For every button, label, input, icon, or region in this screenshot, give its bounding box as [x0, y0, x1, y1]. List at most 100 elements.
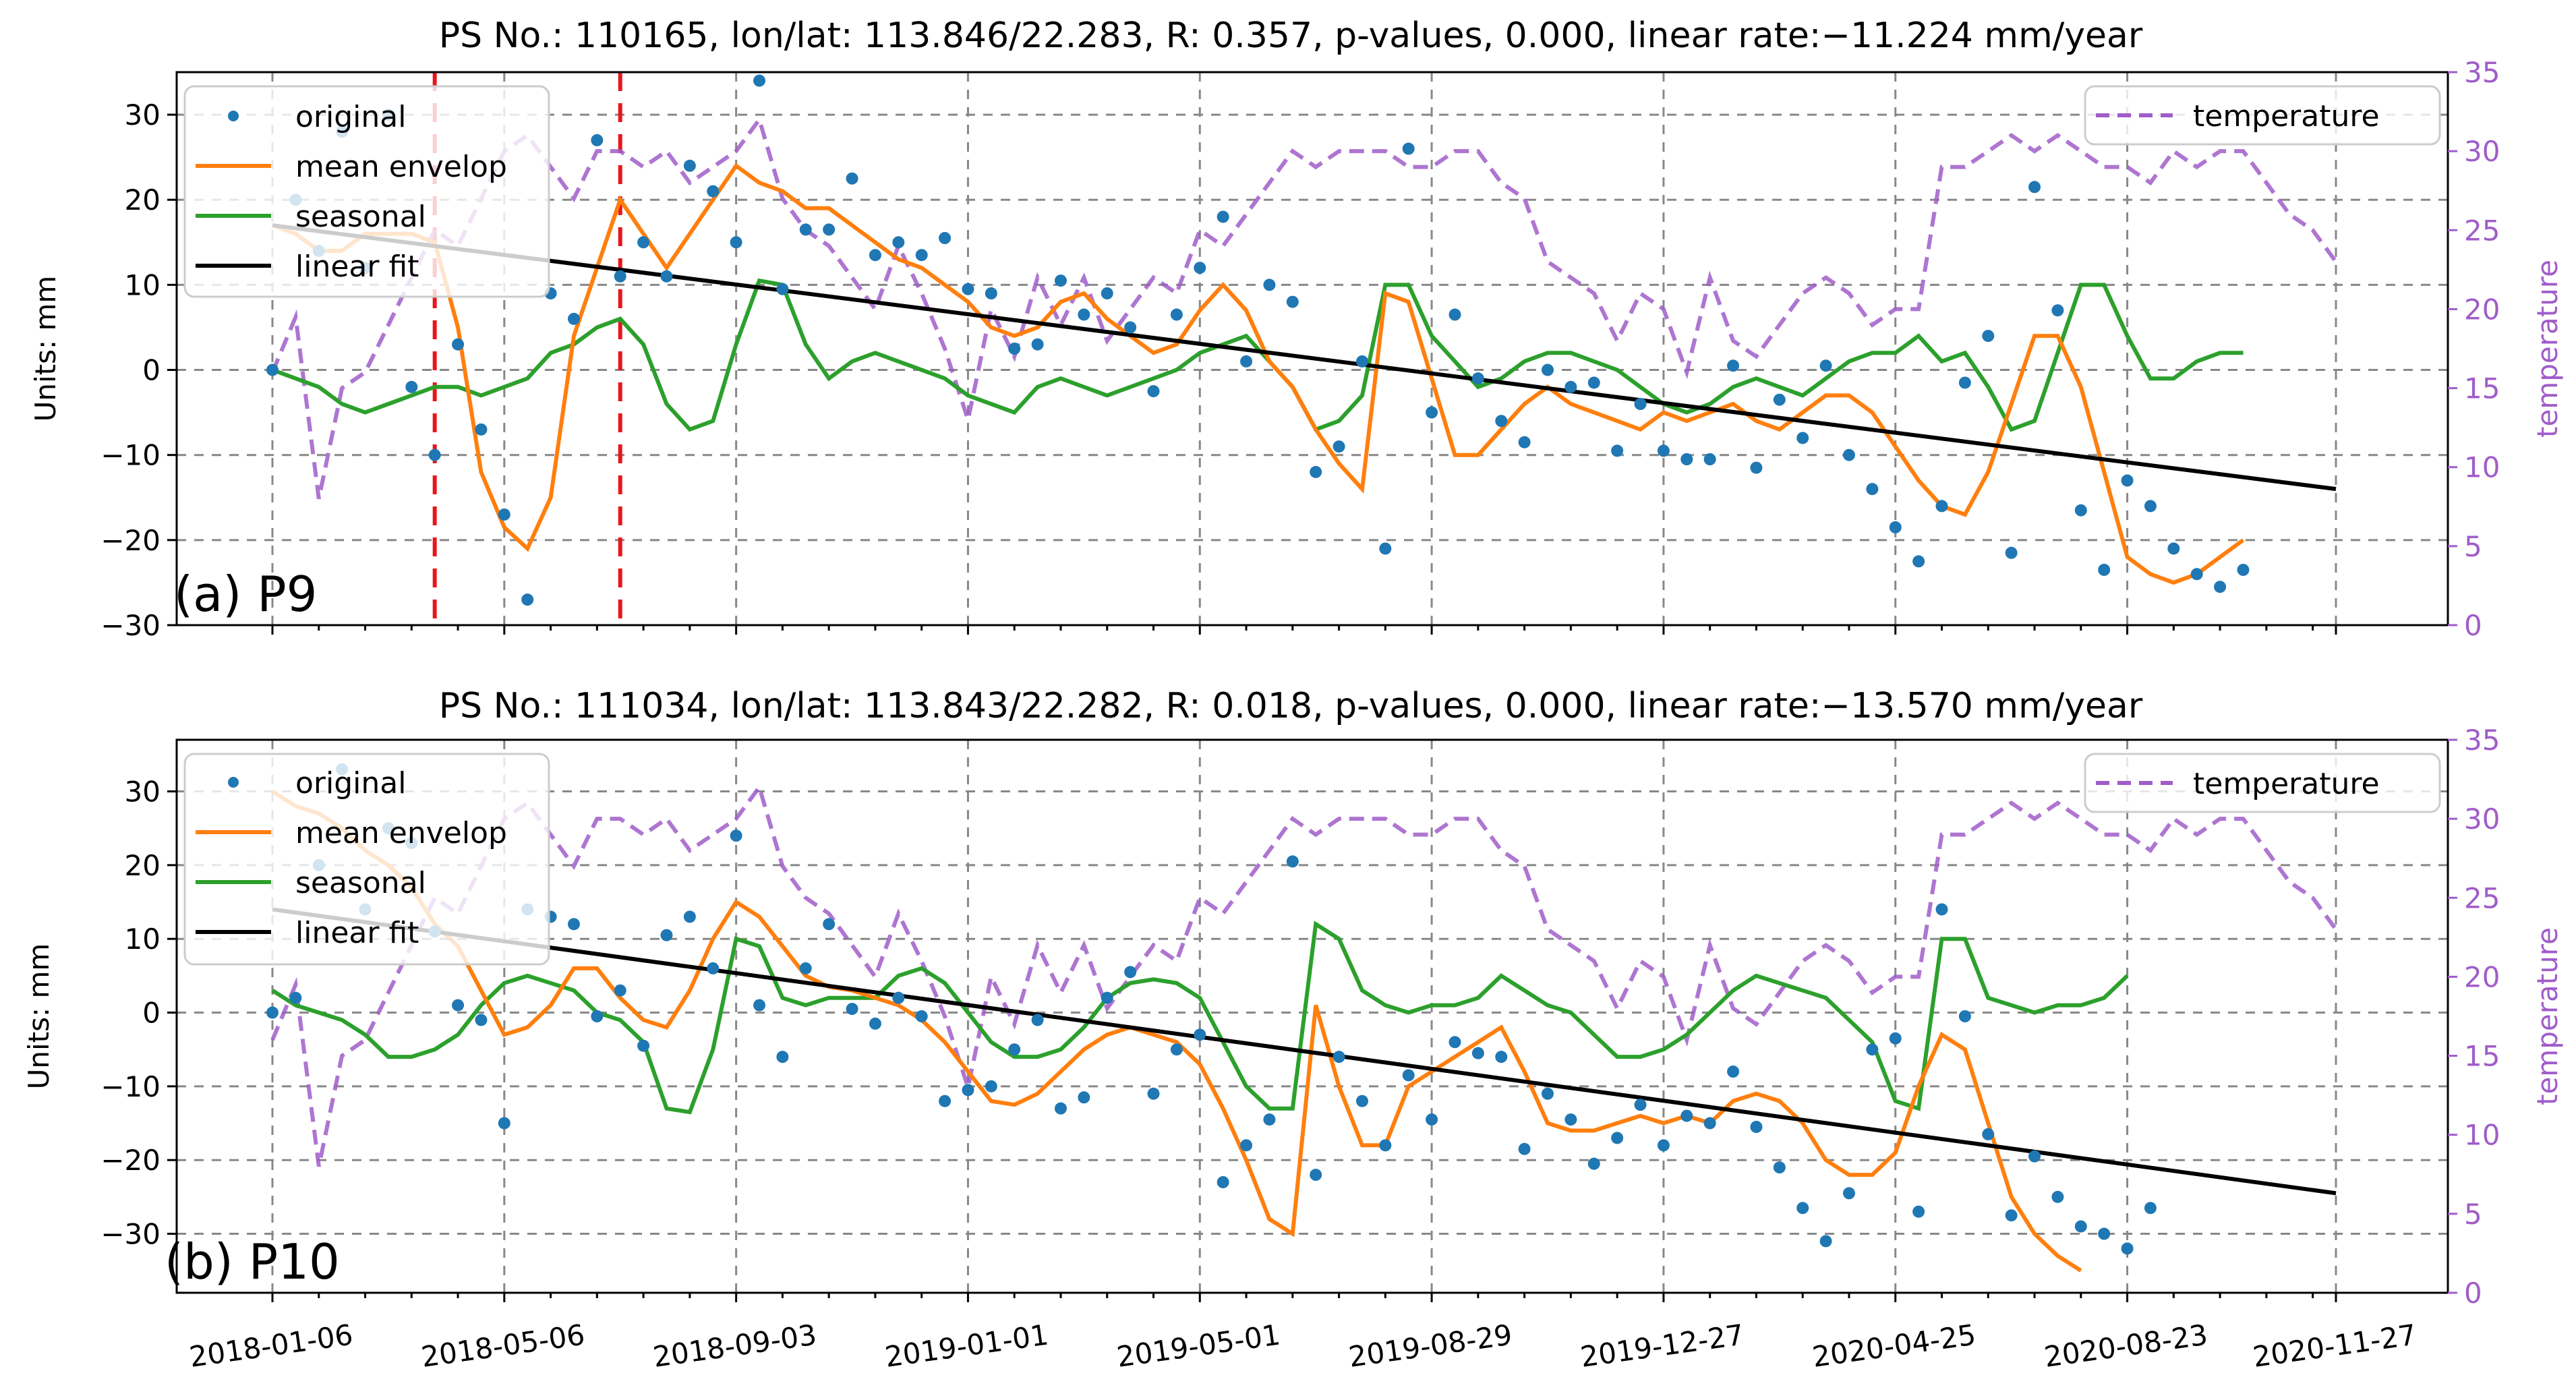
original-point — [962, 1084, 974, 1097]
original-point — [1680, 453, 1693, 465]
original-point — [985, 287, 997, 299]
original-point — [1379, 1139, 1392, 1152]
original-point — [683, 910, 696, 923]
original-point — [1170, 1043, 1183, 1056]
original-point — [289, 991, 302, 1004]
original-point — [1263, 1113, 1276, 1126]
original-point — [452, 338, 465, 351]
right-tick-label: 0 — [2464, 1277, 2482, 1310]
original-point — [1217, 210, 1229, 223]
original-point — [707, 185, 720, 198]
original-point — [637, 236, 650, 249]
panel-a-axes: 30 20 10 0 −10 −20 −30 35 30 25 20 15 10 5 0 — [100, 56, 2500, 642]
original-point — [1031, 1014, 1044, 1026]
original-point — [683, 159, 696, 172]
original-point — [2005, 1209, 2018, 1222]
original-point — [1170, 308, 1183, 321]
original-point — [1310, 465, 1322, 478]
original-point — [753, 999, 766, 1012]
panel-b-series — [266, 763, 2338, 1273]
panel-b-grid — [177, 740, 2448, 1293]
original-point — [1773, 393, 1786, 406]
original-point — [2144, 500, 2157, 513]
original-point — [591, 134, 604, 146]
original-point — [1194, 1028, 1206, 1041]
original-point — [1935, 500, 1948, 513]
original-point — [452, 999, 465, 1012]
original-point — [1101, 287, 1113, 299]
panel-b-label: (b) P10 — [165, 1233, 340, 1290]
original-point — [1031, 338, 1044, 351]
original-point — [1333, 440, 1345, 453]
legend-envelope-label: mean envelop — [295, 150, 507, 184]
original-point — [1912, 1205, 1925, 1218]
original-point — [475, 423, 488, 436]
original-point — [2074, 1220, 2087, 1233]
original-point — [1912, 555, 1925, 568]
original-point — [2028, 1150, 2041, 1163]
legend-temperature-label: temperature — [2193, 767, 2380, 801]
original-point — [567, 918, 580, 931]
original-point — [2098, 564, 2111, 576]
original-point — [985, 1080, 997, 1092]
original-point — [1958, 376, 1971, 389]
right-tick-label: 0 — [2464, 609, 2482, 642]
original-point — [823, 223, 836, 236]
right-tick-label: 30 — [2464, 135, 2500, 168]
original-point — [2074, 504, 2087, 517]
series-envelope — [271, 163, 2245, 585]
original-point — [1982, 1128, 1995, 1140]
x-tick-label: 2018-09-03 — [651, 1318, 819, 1373]
original-point — [1240, 1139, 1253, 1152]
original-point — [1495, 415, 1508, 428]
original-point — [1889, 521, 1902, 533]
original-point — [707, 962, 720, 974]
original-point — [1982, 330, 1995, 343]
original-point — [846, 172, 858, 185]
panel-a-title: PS No.: 110165, lon/lat: 113.846/22.283,… — [439, 16, 2143, 56]
y-tick-label: 20 — [125, 183, 160, 216]
original-point — [660, 929, 673, 941]
original-point — [2051, 1190, 2064, 1203]
series-temperature — [270, 782, 2338, 1167]
legend-original-marker — [228, 777, 239, 788]
legend-seasonal-label: seasonal — [295, 200, 426, 234]
original-point — [730, 236, 742, 249]
panel-a-y-axis-label: Units: mm — [29, 276, 62, 422]
original-point — [1124, 966, 1137, 979]
original-point — [1750, 461, 1763, 474]
right-tick-label: 10 — [2464, 451, 2500, 484]
panel-a-series — [266, 74, 2338, 606]
x-tick-label: 2019-12-27 — [1579, 1318, 1747, 1373]
original-point — [614, 984, 626, 997]
original-point — [1355, 1095, 1368, 1107]
original-point — [1842, 448, 1855, 461]
original-point — [1542, 1087, 1554, 1100]
original-point — [776, 283, 789, 295]
original-point — [823, 918, 836, 931]
legend-temperature-label: temperature — [2193, 99, 2380, 134]
x-tick-label: 2018-05-06 — [419, 1318, 587, 1373]
original-point — [660, 270, 673, 283]
original-point — [776, 1051, 789, 1063]
original-point — [1194, 262, 1206, 274]
original-point — [637, 1039, 650, 1052]
original-point — [1379, 542, 1392, 555]
original-point — [2121, 1242, 2134, 1255]
original-point — [939, 1095, 952, 1107]
right-tick-label: 15 — [2464, 1040, 2500, 1073]
original-point — [962, 283, 974, 295]
original-point — [1611, 1132, 1624, 1144]
x-tick-label: 2019-05-01 — [1115, 1318, 1283, 1373]
original-point — [567, 312, 580, 325]
original-point — [1703, 453, 1716, 465]
original-point — [521, 593, 534, 606]
panel-b: PS No.: 111034, lon/lat: 113.843/22.282,… — [22, 686, 2564, 1310]
original-point — [1611, 444, 1624, 457]
original-point — [1240, 355, 1253, 368]
original-point — [2237, 564, 2250, 576]
x-tick-label: 2020-11-27 — [2251, 1318, 2419, 1373]
original-point — [2121, 474, 2134, 487]
original-point — [1796, 432, 1809, 444]
